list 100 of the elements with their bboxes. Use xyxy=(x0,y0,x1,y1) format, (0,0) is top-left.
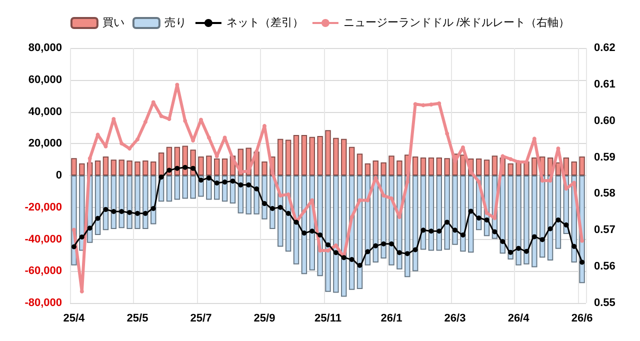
bar xyxy=(388,156,394,176)
bar xyxy=(356,176,363,289)
y-tick-label: 20,000 xyxy=(28,138,62,150)
bar xyxy=(309,136,315,176)
bar xyxy=(325,176,331,292)
bar xyxy=(79,163,85,176)
x-tick-label: 26/6 xyxy=(571,312,593,324)
bar xyxy=(476,158,482,176)
bar xyxy=(484,160,490,176)
bar xyxy=(341,138,347,176)
bar xyxy=(142,160,148,176)
bar xyxy=(444,176,450,250)
bar xyxy=(317,136,323,176)
bar xyxy=(460,176,466,252)
bar xyxy=(516,161,522,176)
y-tick-label: 80,000 xyxy=(28,42,62,54)
bar xyxy=(555,176,562,249)
bar xyxy=(278,138,284,176)
bar xyxy=(142,176,148,230)
x-tick-label: 25/11 xyxy=(314,312,342,324)
y-tick-label: -20,000 xyxy=(24,201,62,214)
x-tick-label: 25/9 xyxy=(254,312,276,324)
x-tick-label: 25/5 xyxy=(126,312,148,324)
bar xyxy=(94,176,101,235)
y2-tick-label: 0.59 xyxy=(594,151,616,164)
bar xyxy=(166,176,172,202)
bar xyxy=(412,156,418,176)
x-tick-label: 25/7 xyxy=(190,312,212,324)
bar xyxy=(126,176,132,230)
bar xyxy=(126,160,132,176)
legend-label: ネット（差引） xyxy=(226,17,304,29)
bar xyxy=(428,176,434,251)
x-tick-label: 26/3 xyxy=(444,312,466,324)
bar xyxy=(118,160,124,176)
y2-tick-label: 0.55 xyxy=(594,297,616,309)
bar xyxy=(134,161,140,176)
bar xyxy=(452,176,458,245)
bar xyxy=(102,156,109,176)
y-tick-label: 0 xyxy=(56,170,62,182)
bar xyxy=(524,176,530,264)
bar xyxy=(364,163,371,176)
bar xyxy=(524,161,530,176)
bar xyxy=(356,154,363,176)
y2-tick-label: 0.61 xyxy=(594,78,616,90)
bar xyxy=(500,176,506,254)
bar xyxy=(190,176,196,199)
bar xyxy=(333,138,339,176)
bar xyxy=(301,176,308,274)
bar xyxy=(460,154,466,176)
y2-tick-label: 0.62 xyxy=(594,42,616,54)
bar xyxy=(492,156,498,176)
bar xyxy=(110,160,117,176)
x-tick-label: 26/1 xyxy=(380,312,402,324)
bar xyxy=(571,161,577,176)
bar xyxy=(285,140,292,176)
bar xyxy=(182,176,188,199)
bar xyxy=(420,157,426,176)
y2-tick-label: 0.60 xyxy=(594,114,616,127)
bar xyxy=(110,176,117,230)
bar xyxy=(444,158,450,176)
bar xyxy=(174,176,180,200)
y-tick-label: 60,000 xyxy=(28,74,62,86)
bar xyxy=(325,130,331,176)
bar xyxy=(508,176,514,260)
bar xyxy=(134,176,140,230)
bar xyxy=(150,161,156,176)
bar xyxy=(508,163,514,176)
bar xyxy=(532,157,538,176)
bar xyxy=(412,176,418,272)
y-tick-label: -60,000 xyxy=(24,265,62,278)
y-tick-label: -40,000 xyxy=(24,233,62,246)
bar xyxy=(118,176,124,228)
bar xyxy=(348,146,355,176)
bar xyxy=(380,162,386,176)
bar xyxy=(532,176,538,268)
bar xyxy=(436,176,442,251)
bar xyxy=(333,176,339,293)
bar xyxy=(71,158,77,176)
bar xyxy=(301,135,308,176)
bar xyxy=(102,176,109,230)
legend-label: ニュージーランドドル /米ドルレート（右軸） xyxy=(343,16,570,29)
y-tick-label: -80,000 xyxy=(24,297,62,309)
bar xyxy=(420,176,426,250)
y2-tick-label: 0.56 xyxy=(594,260,616,273)
bar xyxy=(563,157,570,176)
x-tick-label: 25/4 xyxy=(63,312,86,324)
legend-label: 買い xyxy=(102,17,124,29)
bar xyxy=(516,176,522,266)
y-tick-label: 40,000 xyxy=(28,106,62,118)
bar xyxy=(198,156,204,176)
y2-tick-label: 0.58 xyxy=(594,188,616,200)
bar xyxy=(579,156,585,176)
bar xyxy=(262,161,268,176)
bar xyxy=(468,176,474,253)
legend-label: 売り xyxy=(164,16,186,29)
bar xyxy=(94,160,101,176)
bar xyxy=(293,135,300,176)
bar xyxy=(222,158,228,176)
x-tick-label: 26/4 xyxy=(508,312,530,324)
bar xyxy=(428,157,434,176)
